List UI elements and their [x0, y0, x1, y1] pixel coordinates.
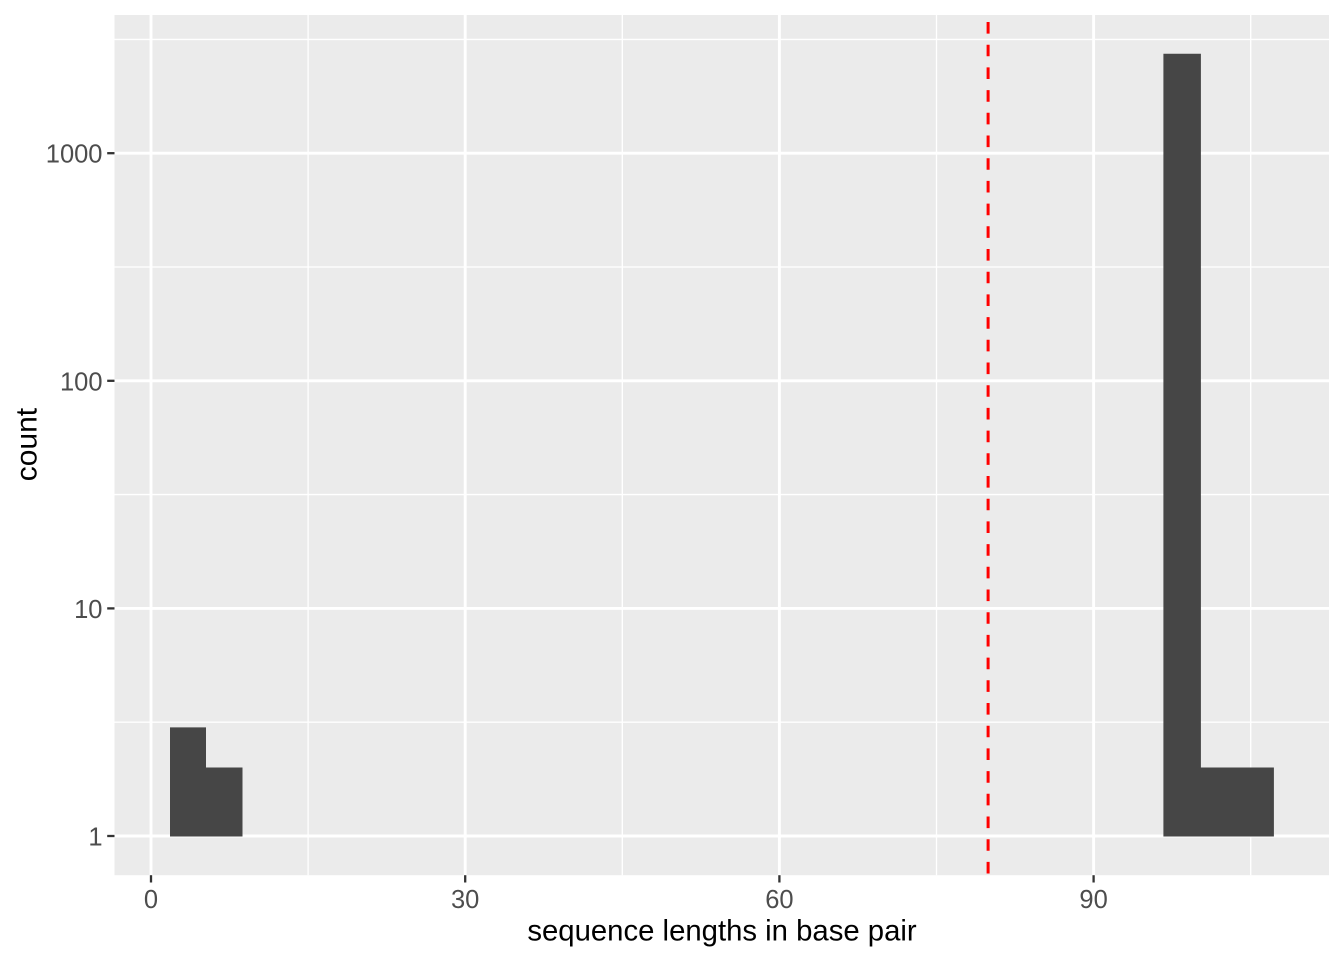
svg-text:1000: 1000: [46, 141, 103, 169]
svg-text:0: 0: [144, 886, 158, 914]
svg-text:90: 90: [1079, 886, 1107, 914]
svg-text:10: 10: [74, 596, 102, 624]
svg-text:30: 30: [451, 886, 479, 914]
svg-text:count: count: [10, 407, 43, 481]
svg-text:100: 100: [60, 368, 103, 396]
svg-text:1: 1: [88, 824, 102, 852]
svg-text:60: 60: [765, 886, 793, 914]
svg-text:sequence lengths in base pair: sequence lengths in base pair: [527, 915, 917, 948]
